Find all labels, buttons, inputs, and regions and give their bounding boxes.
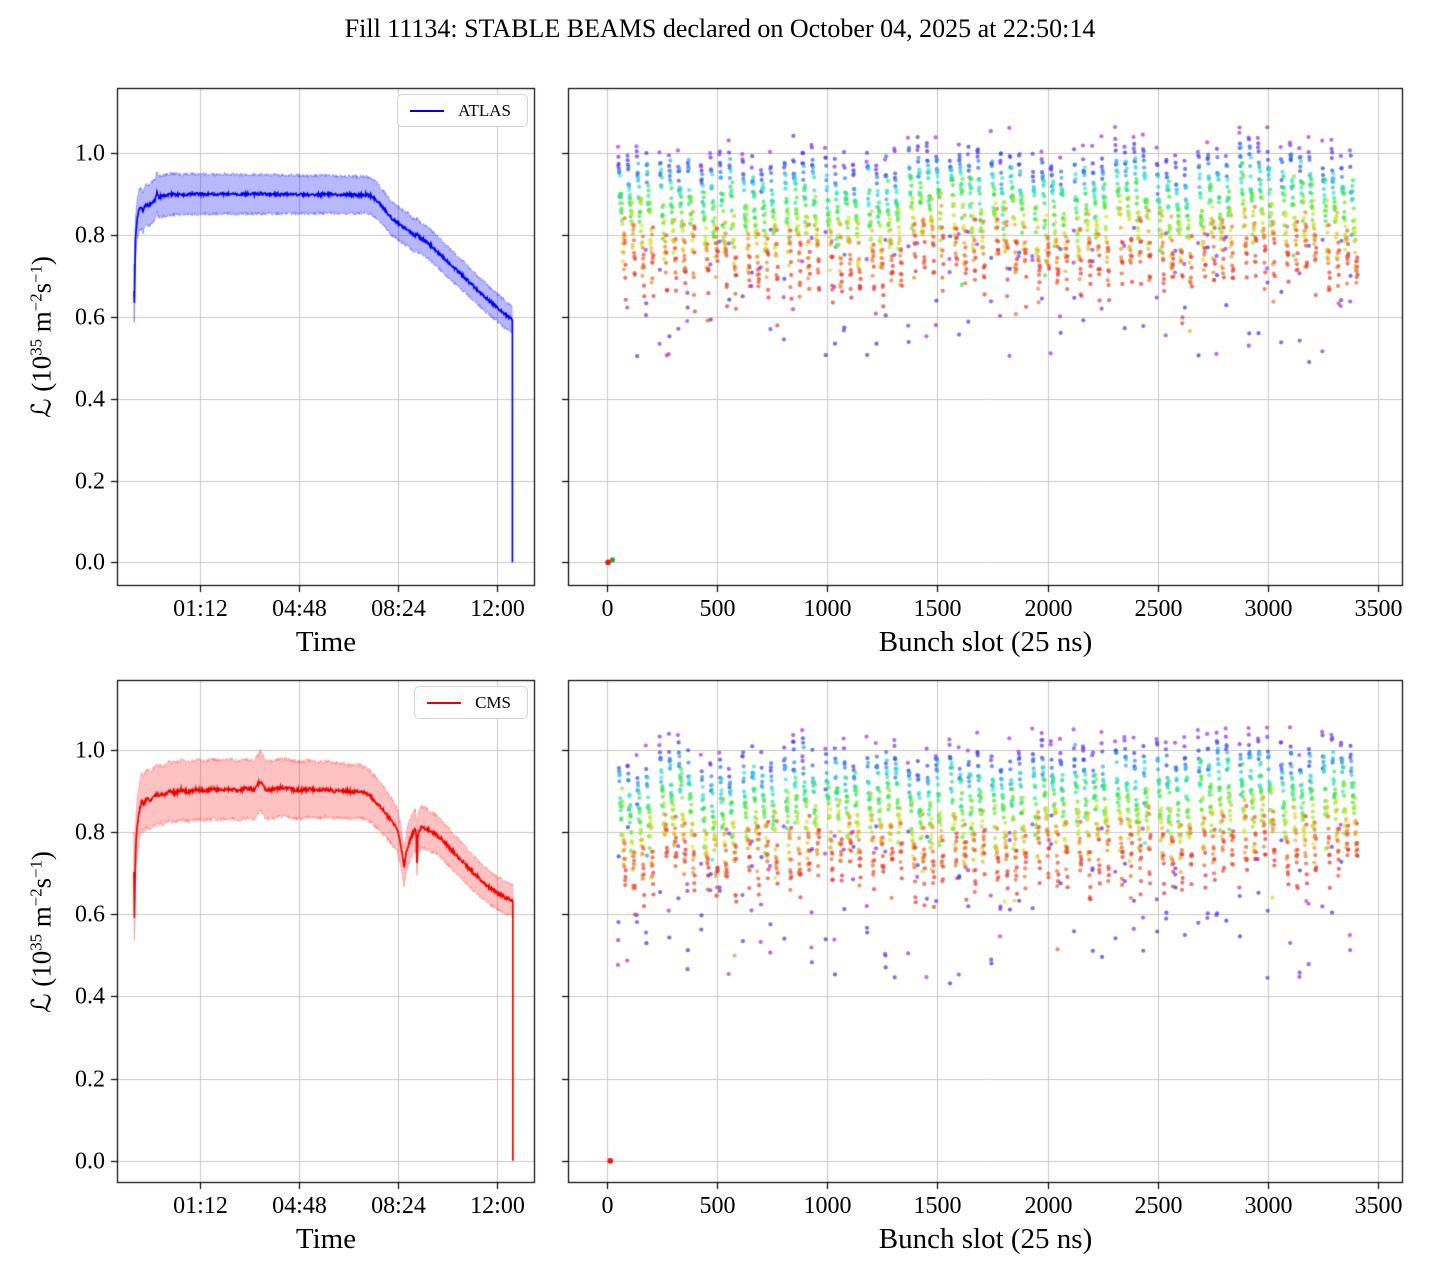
x-tick-label: 3500: [1354, 1193, 1403, 1219]
y-axis-label-superscript: −1: [26, 859, 46, 878]
x-tick-label: 08:24: [371, 1193, 426, 1219]
y-axis-label-text: ): [26, 850, 57, 860]
x-tick-label: 01:12: [173, 596, 228, 622]
y-axis-label-text: m: [26, 905, 57, 934]
x-tick-label: 0: [601, 596, 614, 622]
y-axis-label-superscript: −2: [26, 887, 46, 906]
x-tick-label: 1500: [913, 596, 962, 622]
y-axis-label-text: s: [26, 877, 57, 888]
x-axis-label-time-top: Time: [295, 626, 357, 658]
figure-title: Fill 11134: STABLE BEAMS declared on Oct…: [344, 14, 1096, 43]
x-tick-label: 12:00: [470, 596, 525, 622]
x-tick-label: 01:12: [173, 1193, 228, 1219]
x-tick-label: 2000: [1024, 596, 1073, 622]
y-axis-label-text: ℒ (10: [26, 355, 57, 418]
y-tick-label: 1.0: [75, 737, 105, 763]
y-tick-label: 0.0: [75, 549, 105, 575]
x-tick-label: 500: [699, 1193, 736, 1219]
y-tick-label: 1.0: [75, 140, 105, 166]
x-axis-label-time-bottom: Time: [295, 1223, 357, 1255]
y-axis-label-superscript: 35: [26, 933, 46, 951]
x-tick-label: 0: [601, 1193, 614, 1219]
x-tick-label: 500: [699, 596, 736, 622]
y-tick-label: 0.6: [75, 304, 105, 330]
y-tick-label: 0.6: [75, 901, 105, 927]
y-tick-label: 0.2: [75, 468, 105, 494]
y-tick-label: 0.2: [75, 1066, 105, 1092]
y-axis-label-top: ℒ (1035 m−2s−1): [26, 256, 58, 418]
y-axis-label-bottom: ℒ (1035 m−2s−1): [26, 850, 58, 1013]
x-tick-label: 1500: [913, 1193, 962, 1219]
x-tick-label: 1000: [803, 596, 852, 622]
x-tick-label: 3500: [1354, 596, 1403, 622]
y-axis-label-superscript: 35: [26, 338, 46, 356]
y-axis-label-text: s: [26, 282, 57, 294]
x-tick-label: 3000: [1244, 1193, 1293, 1219]
y-axis-label-superscript: −2: [26, 293, 46, 312]
x-axis-label-bunch-bottom: Bunch slot (25 ns): [878, 1223, 1093, 1255]
x-tick-label: 3000: [1244, 596, 1293, 622]
y-axis-label-text: ): [26, 256, 57, 266]
y-tick-label: 0.8: [75, 222, 105, 248]
x-tick-label: 1000: [803, 1193, 852, 1219]
y-tick-label: 0.8: [75, 819, 105, 845]
x-tick-label: 04:48: [272, 1193, 327, 1219]
y-axis-label-text: ℒ (10: [26, 950, 57, 1013]
x-tick-label: 2000: [1024, 1193, 1073, 1219]
y-tick-label: 0.4: [75, 386, 105, 412]
y-axis-label-text: m: [26, 311, 57, 339]
x-tick-label: 08:24: [371, 596, 426, 622]
x-tick-label: 2500: [1134, 596, 1183, 622]
x-tick-label: 04:48: [272, 596, 327, 622]
y-axis-label-superscript: −1: [26, 265, 46, 283]
x-axis-label-bunch-top: Bunch slot (25 ns): [878, 626, 1093, 658]
y-tick-label: 0.0: [75, 1148, 105, 1174]
x-tick-label: 12:00: [470, 1193, 525, 1219]
y-tick-label: 0.4: [75, 983, 105, 1009]
x-tick-label: 2500: [1134, 1193, 1183, 1219]
